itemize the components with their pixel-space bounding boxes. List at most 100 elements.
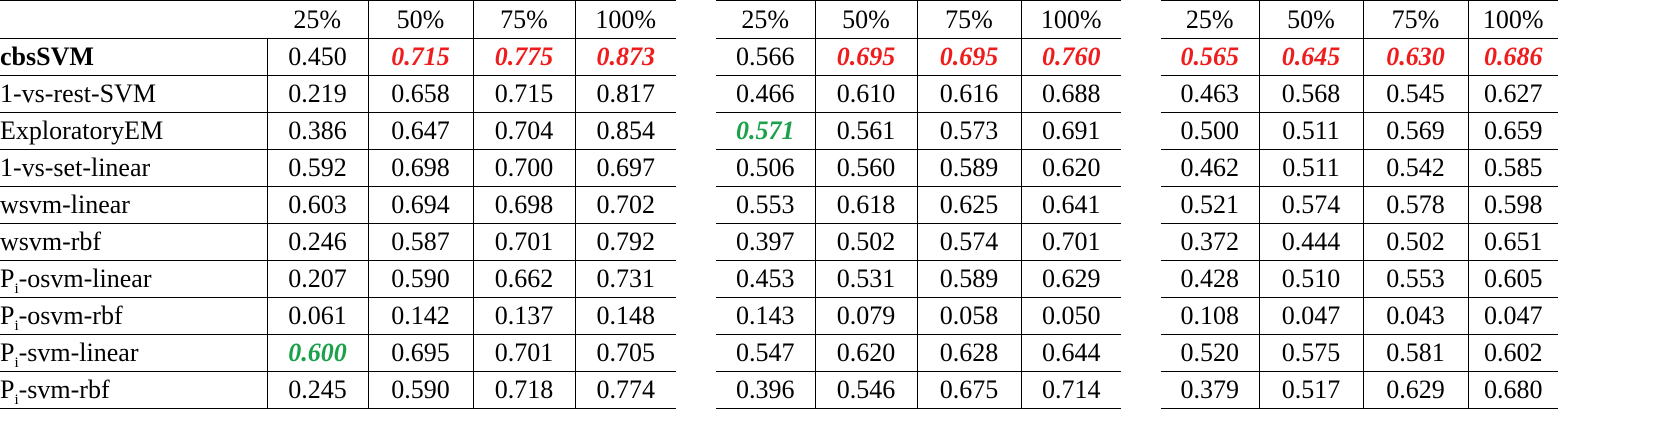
- value-cell: 0.500: [1161, 112, 1259, 150]
- method-name-cell: Pi-osvm-linear: [0, 260, 268, 298]
- cell-text: 0.531: [836, 264, 896, 293]
- value-cell: 0.774: [574, 371, 676, 409]
- group-gap: [676, 335, 716, 372]
- cell-text: 0.379: [1180, 375, 1240, 404]
- value-cell: 0.705: [574, 334, 676, 372]
- value-cell: 0.444: [1258, 223, 1363, 261]
- group-gap: [1121, 261, 1161, 298]
- cell-text: 75%: [500, 4, 548, 34]
- cell-text: 0.585: [1484, 153, 1543, 182]
- value-cell: 0.566: [716, 38, 815, 76]
- method-suffix: -svm-linear: [18, 338, 139, 367]
- cell-text: 0.545: [1386, 79, 1445, 108]
- value-cell: 0.698: [367, 149, 473, 187]
- value-cell: 0.702: [574, 186, 676, 224]
- method-name: 1-vs-set-linear: [0, 153, 151, 182]
- group-gap: [1121, 76, 1161, 113]
- value-cell: 0.854: [574, 112, 676, 150]
- cell-text: 0.506: [736, 153, 795, 182]
- cell-text: 0.616: [939, 79, 999, 108]
- cell-text: 0.137: [494, 301, 554, 330]
- cell-text: 0.542: [1386, 153, 1445, 182]
- cell-text: 0.592: [288, 153, 347, 182]
- cell-text: 0.700: [494, 153, 554, 182]
- column-header: 50%: [367, 0, 473, 39]
- value-cell: 0.618: [814, 186, 917, 224]
- cell-text: 0.651: [1484, 227, 1543, 256]
- cell-text: 0.628: [939, 338, 999, 367]
- group-gap: [676, 76, 716, 113]
- cell-text: 0.520: [1180, 338, 1240, 367]
- cell-text: 0.219: [288, 79, 347, 108]
- value-cell: 0.574: [1258, 186, 1363, 224]
- method-subscript: i: [14, 281, 19, 297]
- value-cell: 0.575: [1258, 334, 1363, 372]
- cell-text: 0.581: [1386, 338, 1445, 367]
- group-gap: [676, 187, 716, 224]
- value-cell: 0.873: [574, 38, 676, 76]
- value-cell: 0.047: [1258, 297, 1363, 335]
- cell-text: 0.590: [391, 375, 450, 404]
- value-cell: 0.701: [472, 334, 575, 372]
- cell-text: 0.061: [288, 301, 347, 330]
- cell-text: 0.618: [836, 190, 896, 219]
- column-header: 100%: [1467, 0, 1558, 39]
- value-cell: 0.547: [716, 334, 815, 372]
- cell-text: 0.571: [736, 116, 795, 145]
- value-cell: 0.143: [716, 297, 815, 335]
- cell-text: 0.142: [391, 301, 450, 330]
- cell-text: 0.775: [494, 42, 554, 71]
- method-name: wsvm-rbf: [0, 227, 102, 256]
- cell-text: 0.629: [1042, 264, 1101, 293]
- method-name-cell: 1-vs-rest-SVM: [0, 75, 268, 113]
- value-cell: 0.704: [472, 112, 575, 150]
- value-cell: 0.502: [1362, 223, 1468, 261]
- cell-text: 0.502: [1386, 227, 1445, 256]
- cell-text: 0.817: [596, 79, 656, 108]
- cell-text: 0.511: [1282, 153, 1340, 182]
- table-row: 1-vs-rest-SVM 0.219 0.658 0.715 0.817 0.466 0.…: [0, 75, 1558, 113]
- method-name-cell: Pi-svm-rbf: [0, 371, 268, 409]
- value-cell: 0.108: [1161, 297, 1259, 335]
- group-gap: [1121, 150, 1161, 187]
- cell-text: 0.629: [1386, 375, 1445, 404]
- value-cell: 0.573: [916, 112, 1021, 150]
- value-cell: 0.680: [1467, 371, 1558, 409]
- value-cell: 0.379: [1161, 371, 1259, 409]
- group-gap: [676, 261, 716, 298]
- cell-text: 0.047: [1484, 301, 1543, 330]
- method-name-cell: wsvm-rbf: [0, 223, 268, 261]
- cell-text: 0.620: [1042, 153, 1101, 182]
- value-cell: 0.589: [916, 260, 1021, 298]
- cell-text: 0.143: [736, 301, 795, 330]
- value-cell: 0.641: [1020, 186, 1121, 224]
- cell-text: 0.396: [736, 375, 795, 404]
- value-cell: 0.050: [1020, 297, 1121, 335]
- results-table: 25% 50% 75% 100% 25% 50% 75% 100% 25% 50% 75% 100% c…: [0, 0, 1558, 409]
- header-corner: [0, 0, 267, 39]
- value-cell: 0.462: [1161, 149, 1259, 187]
- value-cell: 0.598: [1467, 186, 1558, 224]
- cell-text: 0.701: [494, 338, 554, 367]
- method-name: P: [0, 301, 15, 330]
- value-cell: 0.817: [574, 75, 676, 113]
- cell-text: 0.573: [939, 116, 999, 145]
- column-header: 50%: [1258, 0, 1363, 39]
- group-gap: [676, 224, 716, 261]
- value-cell: 0.694: [367, 186, 473, 224]
- method-subscript: i: [14, 392, 19, 408]
- cell-text: 0.521: [1180, 190, 1240, 219]
- value-cell: 0.546: [814, 371, 917, 409]
- cell-text: 0.207: [288, 264, 347, 293]
- cell-text: 0.574: [939, 227, 999, 256]
- cell-text: 0.463: [1180, 79, 1240, 108]
- cell-text: 0.450: [288, 42, 347, 71]
- value-cell: 0.219: [267, 75, 368, 113]
- cell-text: 0.511: [1282, 116, 1340, 145]
- value-cell: 0.553: [1362, 260, 1468, 298]
- cell-text: 0.620: [836, 338, 896, 367]
- value-cell: 0.590: [367, 371, 473, 409]
- value-cell: 0.517: [1258, 371, 1363, 409]
- value-cell: 0.775: [472, 38, 575, 76]
- column-header: 75%: [472, 0, 575, 39]
